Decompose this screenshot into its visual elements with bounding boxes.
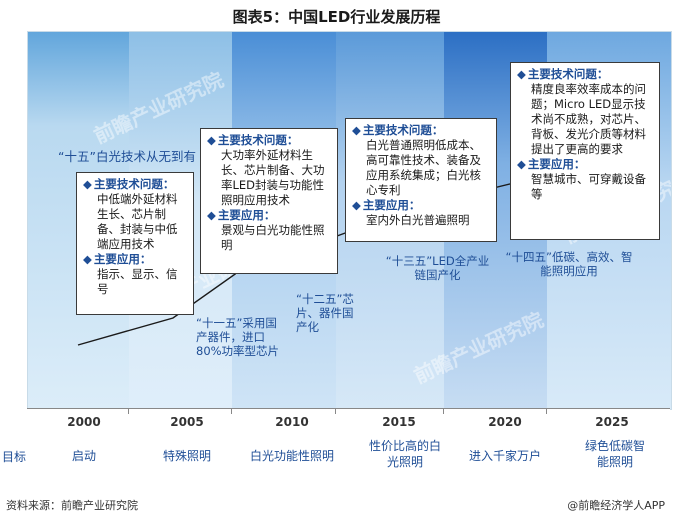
info-box-13th: 主要技术问题： 白光普通照明低成本、高可靠性技术、装备及应用系统集成；白光核心专… bbox=[345, 118, 497, 242]
goal-item: 启动 bbox=[71, 449, 96, 463]
application-text: 室内外白光普遍照明 bbox=[366, 213, 470, 227]
year-label: 2015 bbox=[382, 415, 416, 429]
application-text: 指示、显示、信号 bbox=[97, 267, 178, 296]
period-label-11th: “十一五”采用国产器件，进口80%功率型芯片 bbox=[196, 316, 280, 358]
problem-text: 中低端外延材料生长、芯片制备、封装与中低端应用技术 bbox=[97, 192, 178, 251]
axis-tick bbox=[335, 409, 336, 414]
problem-text: 白光普通照明低成本、高可靠性技术、装备及应用系统集成；白光核心专利 bbox=[366, 138, 481, 197]
goal-row-label: 目标 bbox=[2, 450, 27, 464]
year-label: 2020 bbox=[488, 415, 522, 429]
application-heading: 主要应用： bbox=[207, 208, 331, 223]
application-heading: 主要应用： bbox=[83, 252, 187, 267]
application-text: 智慧城市、可穿戴设备等 bbox=[531, 172, 646, 201]
application-text: 景观与白光功能性照明 bbox=[221, 223, 325, 252]
goal-item: 白光功能性照明 bbox=[249, 449, 334, 463]
axis-tick bbox=[546, 409, 547, 414]
info-box-10th: 主要技术问题： 中低端外延材料生长、芯片制备、封装与中低端应用技术 主要应用： … bbox=[76, 172, 194, 315]
problem-heading: 主要技术问题： bbox=[517, 67, 653, 82]
application-heading: 主要应用： bbox=[517, 157, 653, 172]
application-heading: 主要应用： bbox=[352, 198, 490, 213]
brand-credit: @前瞻经济学人APP bbox=[567, 499, 665, 512]
chart-title: 图表5：中国LED行业发展历程 bbox=[232, 8, 441, 26]
timeline-chart: 前瞻产业研究院 前瞻产业研究院 前瞻产业研究院 前瞻产业研究院 “十五”白光技术… bbox=[27, 31, 672, 410]
problem-text: 精度良率效率成本的问题；Micro LED显示技术尚不成熟，对芯片、背板、发光介… bbox=[531, 82, 646, 156]
goal-item: 特殊照明 bbox=[162, 449, 211, 463]
goal-item: 进入千家万户 bbox=[468, 449, 541, 463]
period-label-13th: “十三五”LED全产业链国产化 bbox=[385, 254, 490, 282]
problem-heading: 主要技术问题： bbox=[352, 123, 490, 138]
problem-heading: 主要技术问题： bbox=[207, 133, 331, 148]
period-label-12th: “十二五”芯片、器件国产化 bbox=[296, 292, 354, 334]
goal-item: 绿色低碳智能照明 bbox=[585, 439, 646, 469]
source-note: 资料来源：前瞻产业研究院 bbox=[6, 499, 138, 512]
axis-tick bbox=[231, 409, 232, 414]
year-label: 2000 bbox=[67, 415, 101, 429]
goal-item: 性价比高的白光照明 bbox=[368, 439, 441, 469]
axis-tick bbox=[443, 409, 444, 414]
year-axis: 2000 2005 2010 2015 2020 2025 bbox=[27, 408, 670, 433]
year-label: 2010 bbox=[275, 415, 309, 429]
problem-text: 大功率外延材料生长、芯片制备、大功率LED封装与功能性照明应用技术 bbox=[221, 148, 325, 207]
info-box-14th: 主要技术问题： 精度良率效率成本的问题；Micro LED显示技术尚不成熟，对芯… bbox=[510, 62, 660, 240]
axis-tick bbox=[128, 409, 129, 414]
year-label: 2025 bbox=[595, 415, 629, 429]
problem-heading: 主要技术问题： bbox=[83, 177, 187, 192]
year-label: 2005 bbox=[170, 415, 204, 429]
period-label-14th: “十四五”低碳、高效、智能照明应用 bbox=[505, 250, 633, 278]
info-box-11th: 主要技术问题： 大功率外延材料生长、芯片制备、大功率LED封装与功能性照明应用技… bbox=[200, 128, 338, 274]
period-label-10th: “十五”白光技术从无到有 bbox=[58, 149, 196, 164]
